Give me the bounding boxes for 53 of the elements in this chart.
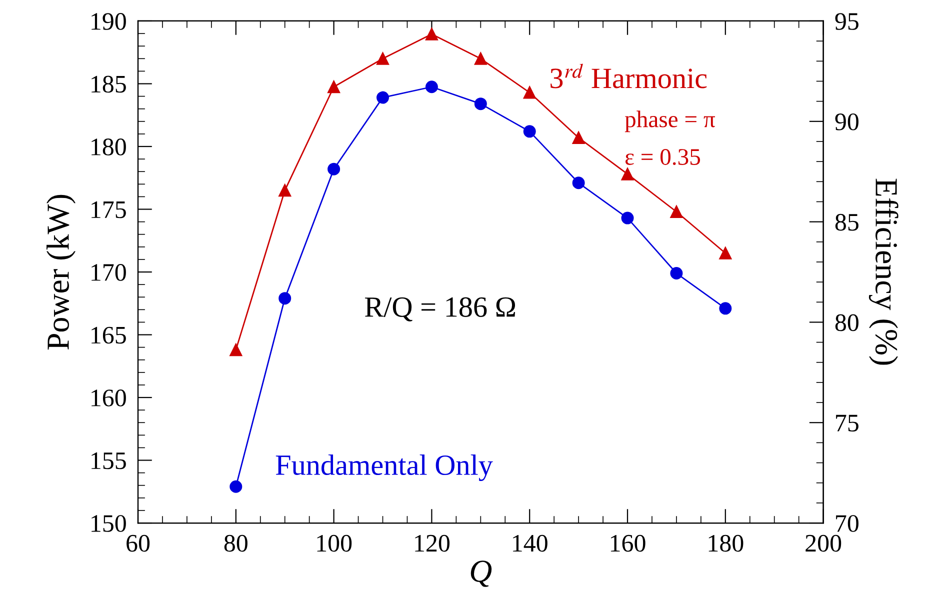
point [230,480,242,493]
y-tick-label: 190 [92,13,126,30]
y-tick-label: 155 [92,452,126,470]
annotation: phase = π [624,110,716,132]
x-tick-label: 80 [224,534,248,552]
x-tick-label: 180 [708,534,744,552]
y2-tick-label: 85 [835,214,858,231]
point [719,246,732,260]
y2-tick-label: 70 [836,515,858,532]
point [328,80,340,94]
point [376,91,390,104]
point [621,212,634,224]
y-tick-label: 185 [92,76,126,93]
y2-tick-label: 95 [835,13,858,30]
point [621,168,634,180]
x-tick-label: 120 [415,534,450,552]
x-axis-title: Q [470,560,492,587]
y-tick-label: 150 [92,515,126,532]
x-tick-label: 140 [513,534,548,552]
series-label: 3$^{rd}$ Harmonic [550,64,707,88]
y-axis-title: Power (kW) [46,194,76,350]
y-tick-label: 175 [92,201,126,218]
series-label: Fundamental Only [276,454,493,482]
x-tick-label: 160 [610,534,646,552]
x-tick-label: 200 [806,534,842,552]
y-tick-label: 160 [92,390,126,406]
point [670,206,683,218]
y2-tick-label: 90 [835,113,858,130]
y-tick-label: 165 [92,326,126,344]
point [278,292,292,305]
point [230,344,242,356]
y2-tick-label: 80 [835,314,858,332]
x-tick-label: 100 [317,534,352,552]
point [719,302,732,315]
point [572,131,585,144]
point [572,176,585,190]
point [523,125,536,138]
point [670,267,683,280]
annotation: ε = 0.35 [625,149,700,166]
point [328,162,340,176]
y-tick-label: 180 [92,138,126,156]
point [474,98,487,110]
point [425,80,438,94]
y-tick-label: 170 [92,264,126,281]
y2-tick-label: 75 [836,414,858,432]
annotation: R/Q = 186 Ω [364,297,516,322]
x-tick-label: 60 [126,534,150,552]
point [474,52,487,65]
point [523,86,536,99]
point [376,52,390,65]
point [278,184,292,197]
y2-axis-title: Efficiency (%) [868,178,898,365]
point [425,28,438,40]
